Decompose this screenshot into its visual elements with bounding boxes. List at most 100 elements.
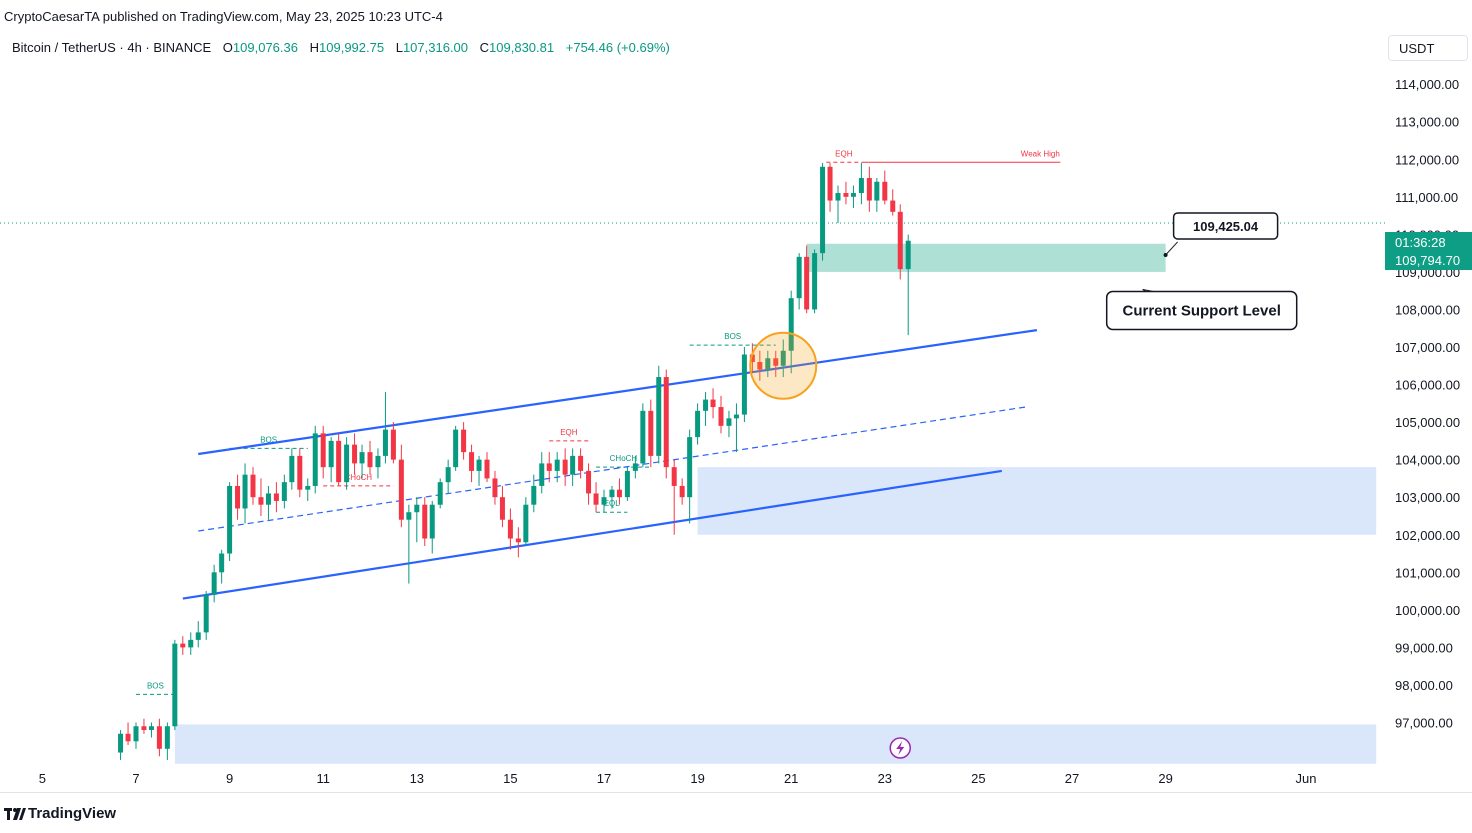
candle-body — [492, 478, 498, 498]
candle-body — [648, 410, 654, 456]
candle-body — [827, 166, 833, 201]
candle-body — [469, 452, 475, 471]
candle-body — [788, 298, 794, 351]
level-label-bos: BOS — [147, 681, 164, 690]
candle-body — [453, 429, 459, 468]
candle-body — [312, 433, 318, 486]
price-tag-countdown: 01:36:28 — [1395, 235, 1446, 250]
candle-body — [858, 178, 864, 194]
y-tick-label: 97,000.00 — [1395, 716, 1453, 731]
candle-body — [531, 485, 537, 505]
candle-body — [297, 455, 303, 490]
candle-body — [890, 200, 896, 212]
candle-body — [593, 493, 599, 505]
candle-body — [281, 482, 287, 501]
candle-body — [328, 440, 334, 468]
level-label-bos: BOS — [724, 332, 741, 341]
level-label-weak-high: Weak High — [1021, 149, 1060, 158]
candle-body — [227, 485, 233, 554]
candle-body — [203, 594, 209, 633]
candle-body — [757, 362, 763, 370]
lightning-bolt — [896, 741, 905, 755]
y-tick-label: 114,000.00 — [1395, 77, 1459, 92]
y-tick-label: 99,000.00 — [1395, 640, 1453, 655]
candle-body — [866, 178, 872, 201]
candle-body — [148, 726, 154, 731]
candle-body — [180, 643, 186, 648]
low-value: 107,316.00 — [402, 40, 469, 55]
candle-body — [414, 504, 420, 513]
x-tick-label: 5 — [39, 771, 46, 786]
candle-body — [820, 166, 826, 254]
tradingview-wordmark: TradingView — [28, 805, 117, 822]
x-tick-label: 27 — [1065, 771, 1079, 786]
x-tick-label: 7 — [132, 771, 139, 786]
candle-body — [586, 470, 592, 494]
symbol-name[interactable]: Bitcoin / TetherUS · 4h · BINANCE — [12, 40, 212, 55]
candle-body — [118, 733, 124, 753]
candle-body — [780, 350, 786, 366]
candle-body — [773, 358, 779, 366]
candle-body — [437, 482, 443, 505]
price-tag-price: 109,794.70 — [1395, 253, 1460, 268]
candle-body — [359, 452, 365, 464]
candle-body — [305, 485, 311, 490]
support-callout-box[interactable] — [1105, 290, 1298, 331]
price-axis: 97,000.00 98,000.00 99,000.00 100,000.00 101… — [1395, 77, 1460, 730]
candle-body — [422, 504, 428, 539]
candle-body — [726, 418, 732, 426]
zone-demand-upper — [697, 467, 1377, 535]
price-callout-text: 109,425.04 — [1193, 219, 1259, 234]
candle-body — [897, 211, 903, 270]
level-label-eqh: EQH — [560, 428, 578, 437]
candle-body — [367, 452, 373, 468]
candle-body — [804, 256, 810, 310]
candle-body — [554, 459, 560, 471]
candle-body — [539, 463, 545, 486]
candle-body — [188, 639, 194, 648]
candle-body — [765, 358, 771, 370]
candle-body — [632, 463, 638, 471]
symbol-legend: Bitcoin / TetherUS · 4h · BINANCE O109,0… — [12, 40, 670, 55]
candle-body — [382, 429, 388, 456]
y-tick-label: 107,000.00 — [1395, 340, 1460, 355]
candle-body — [242, 474, 248, 509]
y-tick-label: 106,000.00 — [1395, 378, 1460, 393]
candle-body — [172, 643, 178, 727]
candle-body — [273, 493, 279, 501]
candle-body — [375, 455, 381, 468]
price-callout-box[interactable] — [1172, 212, 1279, 240]
price-tag-layer: 01:36:28 109,794.70 — [1385, 232, 1472, 270]
candle-body — [874, 181, 880, 201]
candle-body — [211, 572, 217, 595]
candle-body — [164, 726, 170, 749]
candle-body — [235, 485, 241, 509]
high-label: H — [309, 40, 320, 55]
candle-body — [507, 519, 513, 539]
price-chart[interactable]: Weak HighEQHBOSBOSCHoCHEQHCHoCHEQLBOS 10… — [0, 0, 1472, 792]
candle-body — [671, 467, 677, 486]
candle-body — [141, 726, 147, 731]
candle-body — [905, 240, 911, 270]
open-value: 109,076.36 — [232, 40, 298, 55]
candle-body — [733, 414, 739, 419]
tradingview-logo[interactable]: TradingView — [4, 805, 116, 822]
candle-body — [640, 410, 646, 464]
candle-body — [578, 455, 584, 471]
candle-body — [390, 429, 396, 460]
candle-body — [336, 440, 342, 483]
candle-body — [515, 538, 521, 543]
levels-layer: Weak HighEQHBOSBOSCHoCHEQHCHoCHEQLBOS — [136, 149, 1061, 695]
open-label: O — [222, 40, 233, 55]
candle-body — [570, 455, 576, 475]
y-tick-label: 98,000.00 — [1395, 678, 1453, 693]
y-tick-label: 111,000.00 — [1395, 190, 1458, 205]
candle-body — [718, 407, 724, 426]
y-tick-label: 105,000.00 — [1395, 415, 1460, 430]
candle-body — [741, 354, 747, 415]
candle-body — [749, 354, 755, 363]
x-tick-label: 29 — [1158, 771, 1172, 786]
currency-selector[interactable]: USDT — [1388, 35, 1468, 61]
candle-body — [609, 489, 615, 498]
y-tick-label: 101,000.00 — [1395, 565, 1460, 580]
